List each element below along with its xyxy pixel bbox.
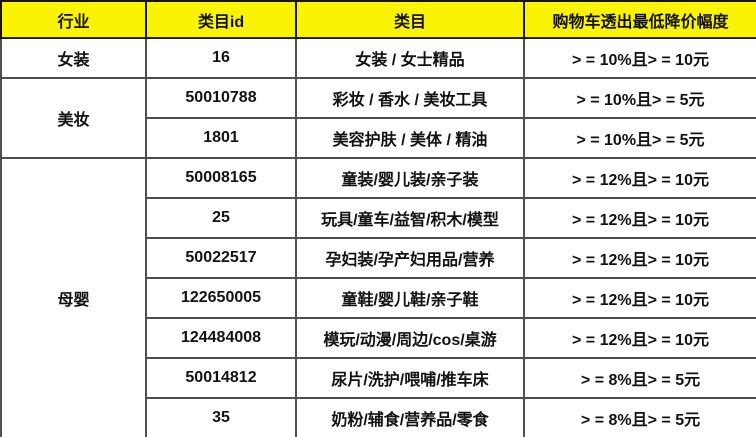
category-cell: 童鞋/婴儿鞋/亲子鞋 [295, 277, 525, 319]
category-id-cell: 50010788 [145, 77, 297, 119]
table-row: 母婴 50008165 童装/婴儿装/亲子装 > = 12%且> = 10元 [0, 157, 756, 437]
header-row: 行业 类目id 类目 购物车透出最低降价幅度 [0, 0, 756, 39]
table-row: 50022517 孕妇装/孕产妇用品/营养 > = 12%且> = 10元 [1, 237, 756, 279]
col-header-category-id: 类目id [145, 0, 297, 39]
category-cell: 奶粉/辅食/营养品/零食 [295, 397, 525, 437]
industry-cell: 美妆 [0, 77, 147, 159]
table-row: 35 奶粉/辅食/营养品/零食 > = 8%且> = 5元 [1, 397, 756, 437]
industry-cell: 女装 [0, 37, 147, 79]
industry-cell: 母婴 [0, 157, 147, 437]
discount-cell: > = 10%且> = 5元 [523, 77, 756, 119]
category-cell: 女装 / 女士精品 [295, 37, 525, 79]
discount-cell: > = 8%且> = 5元 [523, 357, 756, 399]
category-cell: 尿片/洗护/喂哺/推车床 [295, 357, 525, 399]
discount-cell: > = 8%且> = 5元 [523, 397, 756, 437]
col-header-industry: 行业 [0, 0, 147, 39]
table-row: 女装 16 女装 / 女士精品 > = 10%且> = 10元 [0, 37, 756, 79]
table-row: 美妆 50010788 彩妆 / 香水 / 美妆工具 > = 10%且> = 5… [0, 77, 756, 159]
col-header-category: 类目 [295, 0, 525, 39]
discount-cell: > = 12%且> = 10元 [523, 197, 756, 239]
category-cell: 孕妇装/孕产妇用品/营养 [295, 237, 525, 279]
category-id-cell: 16 [145, 37, 297, 79]
category-id-cell: 35 [145, 397, 297, 437]
category-id-cell: 1801 [145, 117, 297, 159]
category-cell: 彩妆 / 香水 / 美妆工具 [295, 77, 525, 119]
table-row: 25 玩具/童车/益智/积木/模型 > = 12%且> = 10元 [1, 197, 756, 239]
category-id-cell: 50014812 [145, 357, 297, 399]
discount-cell: > = 12%且> = 10元 [523, 237, 756, 279]
discount-cell: > = 10%且> = 5元 [523, 117, 756, 159]
discount-cell: > = 10%且> = 10元 [523, 37, 756, 79]
category-id-cell: 25 [145, 197, 297, 239]
category-cell: 玩具/童车/益智/积木/模型 [295, 197, 525, 239]
table-row: 124484008 模玩/动漫/周边/cos/桌游 > = 12%且> = 10… [1, 317, 756, 359]
discount-cell: > = 12%且> = 10元 [523, 317, 756, 359]
category-id-cell: 122650005 [145, 277, 297, 319]
discount-cell: > = 12%且> = 10元 [523, 277, 756, 319]
discount-cell: > = 12%且> = 10元 [523, 157, 756, 199]
table-row: 122650005 童鞋/婴儿鞋/亲子鞋 > = 12%且> = 10元 [1, 277, 756, 319]
category-cell: 模玩/动漫/周边/cos/桌游 [295, 317, 525, 359]
category-cell: 美容护肤 / 美体 / 精油 [295, 117, 525, 159]
table-row: 50014812 尿片/洗护/喂哺/推车床 > = 8%且> = 5元 [1, 357, 756, 399]
category-cell: 童装/婴儿装/亲子装 [295, 157, 525, 199]
col-header-discount: 购物车透出最低降价幅度 [523, 0, 756, 39]
category-id-cell: 50008165 [145, 157, 297, 199]
category-id-cell: 50022517 [145, 237, 297, 279]
category-id-cell: 124484008 [145, 317, 297, 359]
